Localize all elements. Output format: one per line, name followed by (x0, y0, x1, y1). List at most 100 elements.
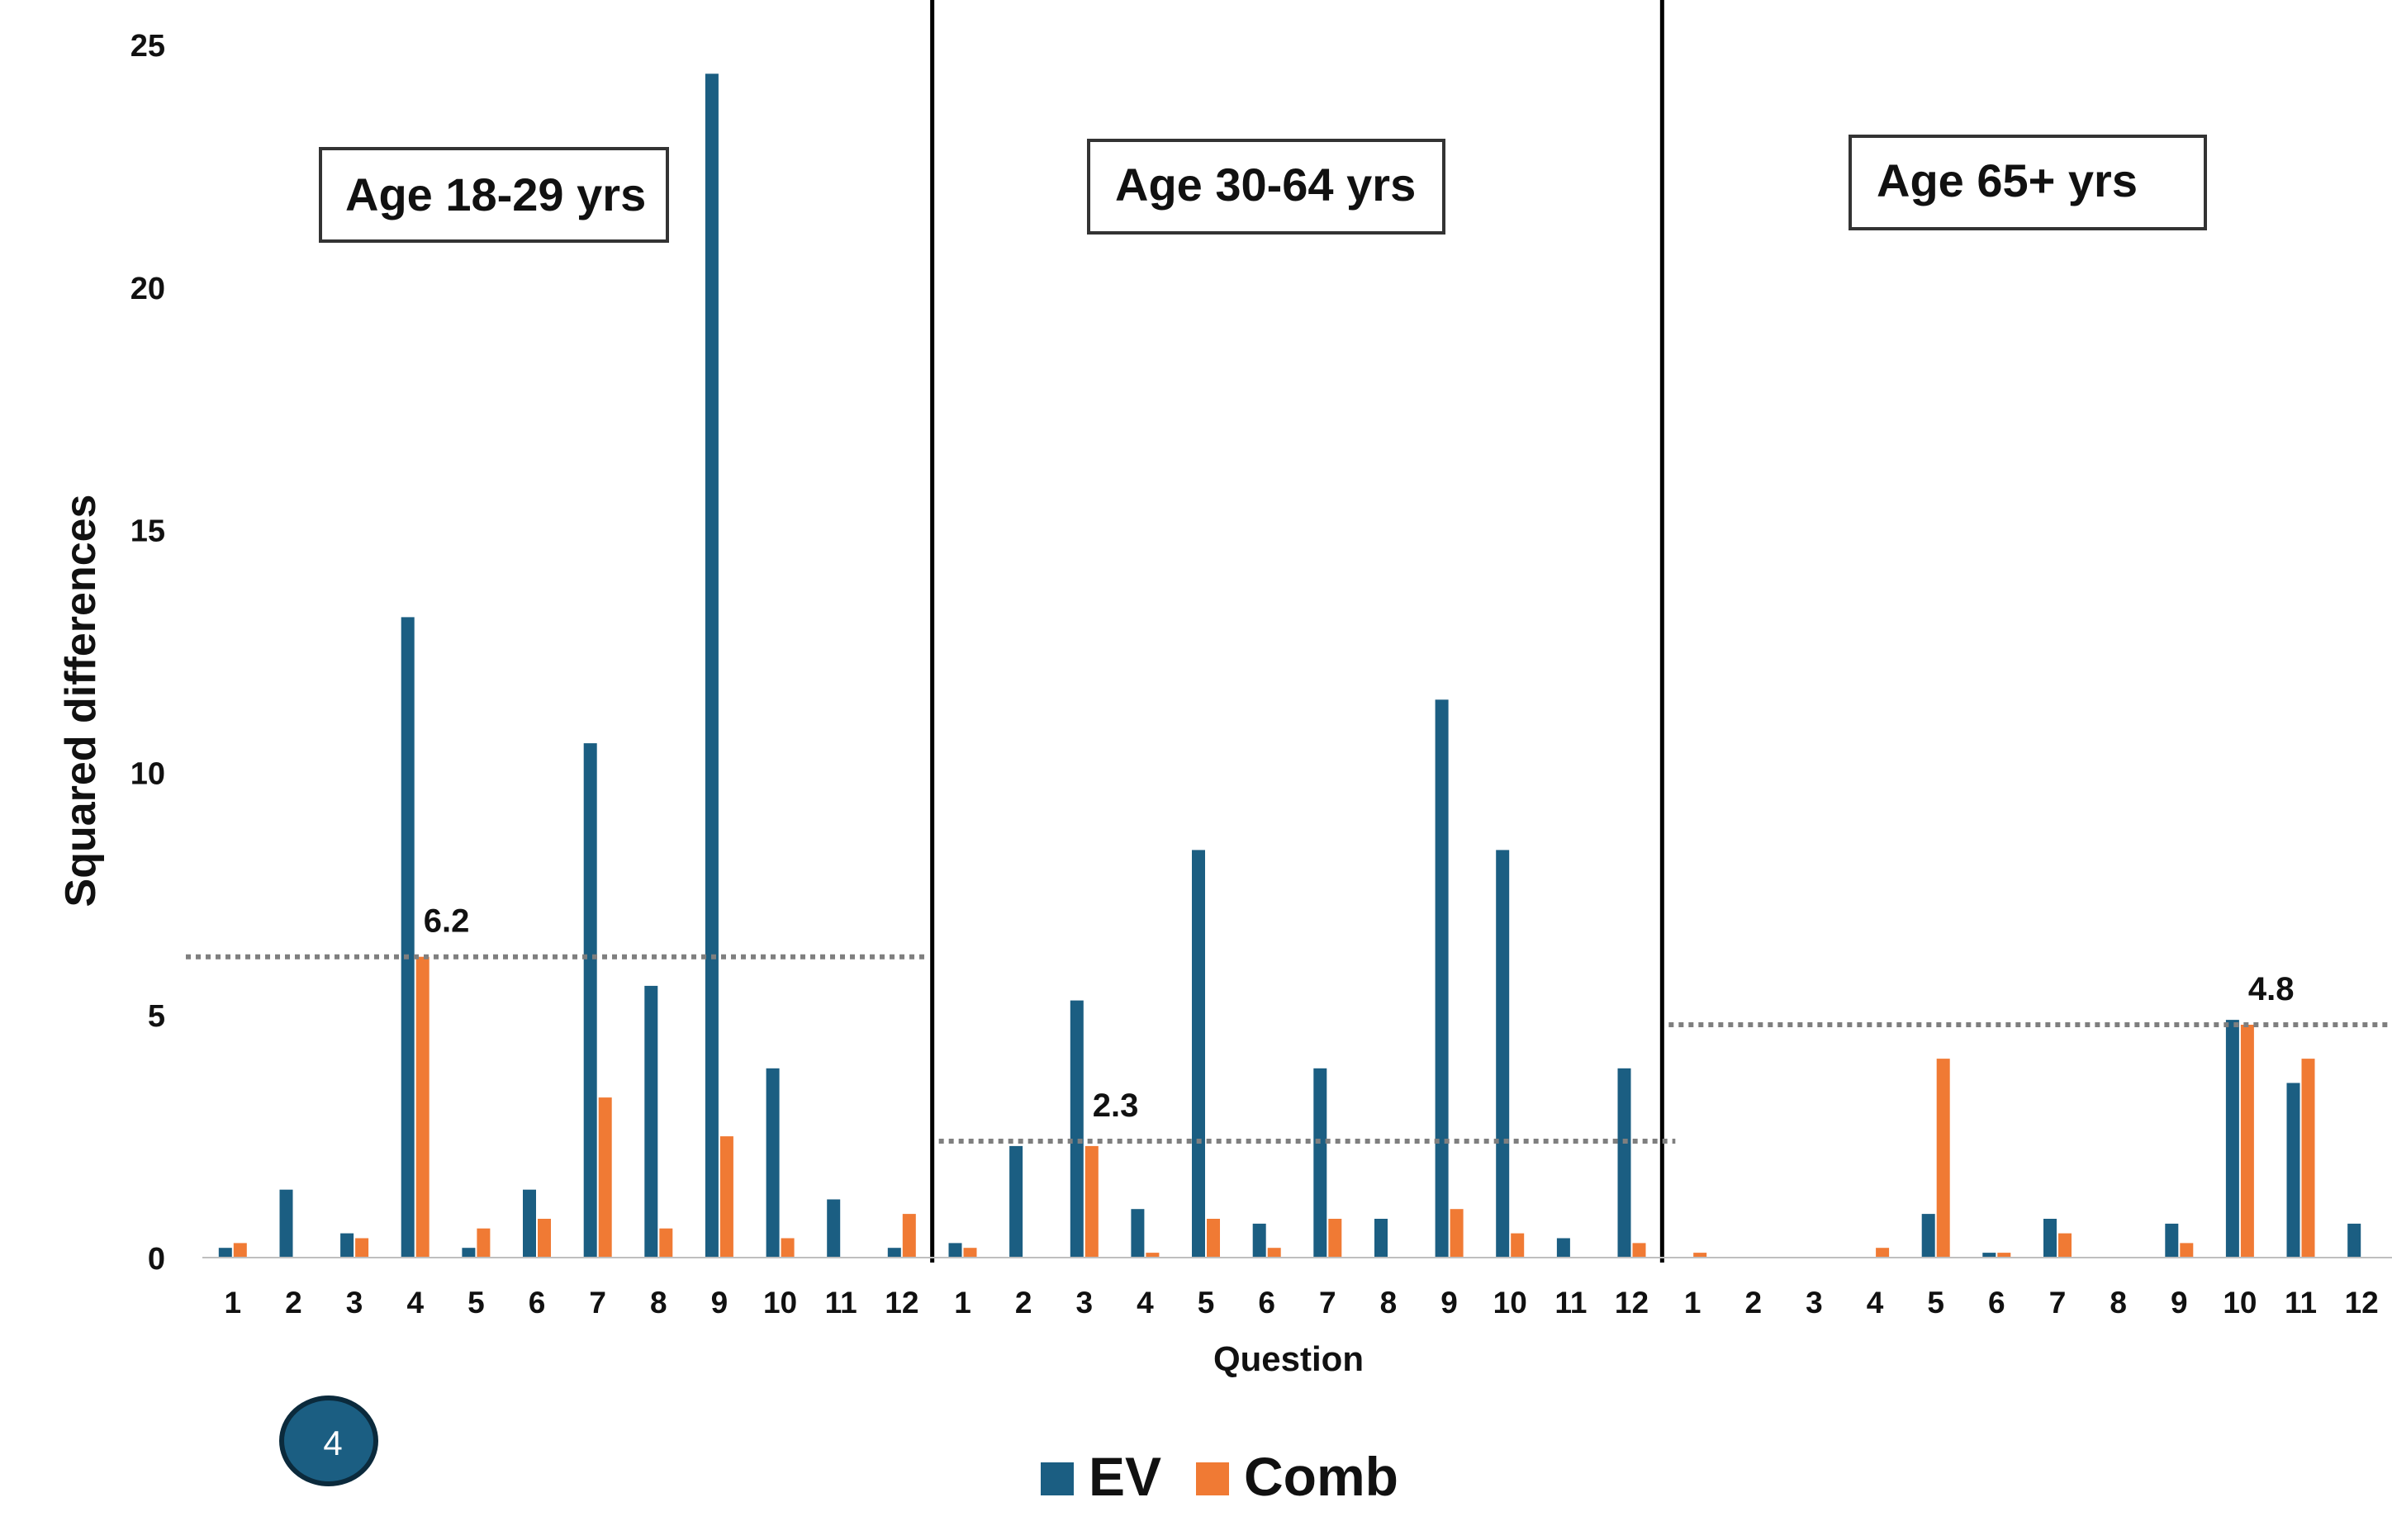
x-tick-label: 4 (406, 1286, 424, 1320)
group-dividers (930, 0, 1664, 1263)
x-tick-label: 1 (225, 1286, 242, 1320)
group-label-2: Age 30-64 yrs (1115, 159, 1416, 211)
bar-comb-group3-q11 (2301, 1059, 2315, 1258)
x-tick-label: 1 (954, 1286, 971, 1320)
mean-lines: 6.2 2.3 4.8 (186, 903, 2392, 1144)
x-tick-label: 2 (1745, 1286, 1763, 1320)
legend-label-comb: Comb (1244, 1446, 1398, 1507)
bar-ev-group1-q11 (827, 1199, 841, 1258)
x-tick-label: 2 (285, 1286, 302, 1320)
bar-comb-group2-q9 (1450, 1209, 1464, 1258)
y-tick-label: 15 (131, 514, 165, 549)
bar-ev-group2-q12 (1617, 1068, 1631, 1258)
y-tick-label: 5 (148, 999, 165, 1034)
group-label-box-1 (319, 147, 669, 243)
bar-comb-group3-q7 (2058, 1233, 2072, 1258)
x-tick-label: 4 (1867, 1286, 1884, 1320)
x-tick-label: 8 (650, 1286, 667, 1320)
bar-comb-group3-q5 (1936, 1059, 1950, 1258)
bar-ev-group1-q8 (644, 985, 658, 1258)
legend-label-ev: EV (1089, 1446, 1161, 1507)
bar-ev-group1-q5 (462, 1248, 476, 1258)
x-tick-label: 7 (1319, 1286, 1336, 1320)
bar-comb-group1-q9 (719, 1136, 733, 1258)
x-tick-label: 10 (2223, 1286, 2257, 1320)
bar-comb-group1-q1 (233, 1243, 247, 1258)
bar-comb-group1-q12 (902, 1214, 916, 1258)
bar-ev-group2-q10 (1496, 850, 1510, 1258)
x-tick-label: 12 (2345, 1286, 2379, 1320)
x-tick-label: 9 (2171, 1286, 2188, 1320)
x-tick-label: 3 (346, 1286, 363, 1320)
x-tick-label: 10 (763, 1286, 797, 1320)
x-tick-label: 8 (1380, 1286, 1398, 1320)
bar-comb-group3-q6 (1997, 1253, 2011, 1258)
bar-ev-group2-q9 (1435, 699, 1449, 1258)
bar-ev-group1-q9 (705, 73, 719, 1258)
x-tick-label: 7 (589, 1286, 606, 1320)
bar-ev-group1-q1 (218, 1248, 232, 1258)
y-axis: 0 5 10 15 20 25 Squared differences (57, 29, 165, 1277)
x-tick-label: 3 (1075, 1286, 1093, 1320)
bar-ev-group3-q11 (2286, 1083, 2300, 1258)
bar-ev-group2-q2 (1009, 1145, 1023, 1258)
bar-ev-group1-q2 (279, 1189, 293, 1258)
x-tick-label: 5 (1198, 1286, 1215, 1320)
bar-ev-group2-q1 (948, 1243, 962, 1258)
bar-ev-group1-q3 (340, 1233, 354, 1258)
bar-ev-group3-q12 (2347, 1223, 2361, 1258)
bar-ev-group2-q6 (1252, 1223, 1266, 1258)
x-tick-label: 3 (1806, 1286, 1823, 1320)
bar-ev-group1-q7 (583, 743, 597, 1258)
bar-comb-group3-q4 (1876, 1248, 1890, 1258)
bar-comb-group2-q10 (1511, 1233, 1525, 1258)
x-tick-label: 2 (1015, 1286, 1032, 1320)
bar-comb-group1-q3 (355, 1238, 369, 1258)
bar-comb-group2-q7 (1328, 1219, 1342, 1258)
bar-ev-group2-q11 (1556, 1238, 1570, 1258)
mean-label-group1: 6.2 (424, 903, 470, 940)
bar-comb-group1-q4 (415, 956, 430, 1258)
y-axis-title: Squared differences (57, 495, 105, 907)
group-label-1: Age 18-29 yrs (345, 168, 646, 220)
bar-comb-group2-q12 (1632, 1243, 1646, 1258)
x-tick-label: 11 (825, 1286, 857, 1320)
legend: EV Comb (1041, 1446, 1398, 1507)
bar-comb-group3-q1 (1693, 1253, 1707, 1258)
page-badge[interactable]: 4 (279, 1395, 378, 1486)
x-tick-label: 5 (1927, 1286, 1944, 1320)
x-tick-label: 9 (1440, 1286, 1458, 1320)
bar-ev-group3-q7 (2043, 1219, 2057, 1258)
mean-label-group3: 4.8 (2248, 971, 2295, 1007)
y-tick-label: 25 (131, 29, 165, 64)
legend-swatch-ev (1041, 1462, 1074, 1495)
x-tick-label: 6 (529, 1286, 546, 1320)
bar-ev-group2-q7 (1313, 1068, 1327, 1258)
x-tick-label: 5 (467, 1286, 485, 1320)
bar-ev-group2-q4 (1131, 1209, 1145, 1258)
y-tick-label: 0 (148, 1242, 165, 1277)
x-tick-label: 9 (711, 1286, 729, 1320)
y-tick-label: 20 (131, 272, 165, 306)
bar-ev-group1-q12 (887, 1248, 901, 1258)
page-badge-circle (279, 1395, 378, 1486)
x-tick-label: 7 (2049, 1286, 2067, 1320)
x-tick-label: 6 (1258, 1286, 1275, 1320)
bar-comb-group1-q6 (538, 1219, 551, 1258)
bar-comb-group1-q10 (781, 1238, 795, 1258)
legend-swatch-comb (1196, 1462, 1229, 1495)
group-label-3: Age 65+ yrs (1877, 154, 2138, 206)
bars (218, 73, 2361, 1258)
bar-comb-group3-q9 (2180, 1243, 2194, 1258)
x-tick-label: 12 (885, 1286, 918, 1320)
bar-comb-group3-q10 (2240, 1025, 2254, 1258)
bar-ev-group1-q10 (766, 1068, 780, 1258)
bar-comb-group2-q1 (963, 1248, 977, 1258)
bar-ev-group3-q6 (1982, 1253, 1996, 1258)
bar-ev-group3-q5 (1921, 1214, 1935, 1258)
bar-comb-group1-q5 (477, 1228, 491, 1258)
bar-ev-group2-q3 (1070, 1000, 1084, 1258)
x-tick-label: 4 (1137, 1286, 1154, 1320)
mean-label-group2: 2.3 (1093, 1087, 1139, 1124)
